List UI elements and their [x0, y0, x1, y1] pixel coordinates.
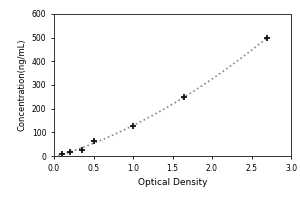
Y-axis label: Concentration(ng/mL): Concentration(ng/mL) [17, 39, 26, 131]
X-axis label: Optical Density: Optical Density [138, 178, 207, 187]
